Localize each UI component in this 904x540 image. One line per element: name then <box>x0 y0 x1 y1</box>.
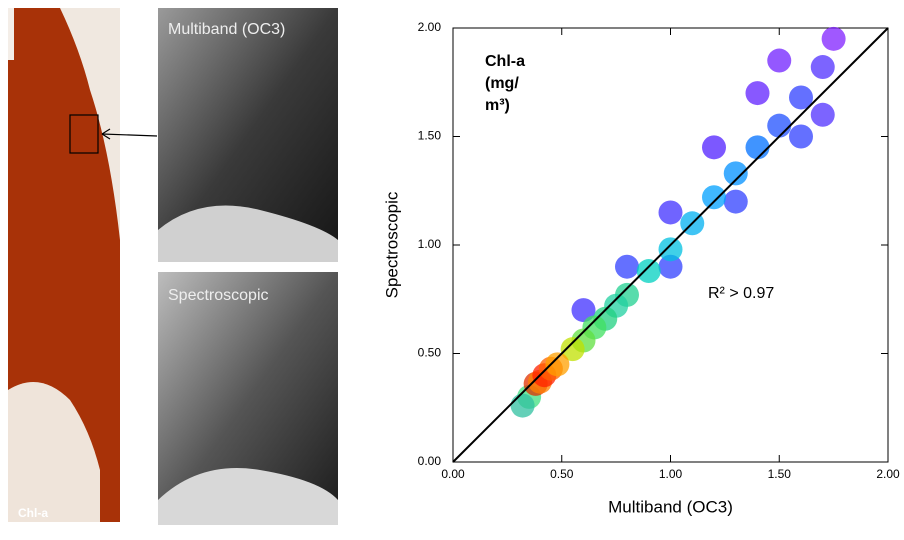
image-label: Multiband (OC3) <box>168 21 285 38</box>
r2-label: R² > 0.97 <box>708 285 774 302</box>
x-tick-label: 1.00 <box>659 467 683 481</box>
point <box>789 85 813 110</box>
y-tick-label: 0.50 <box>418 346 442 360</box>
image-label: Spectroscopic <box>168 287 269 304</box>
x-axis-label: Multiband (OC3) <box>608 497 733 516</box>
arrow <box>101 133 158 137</box>
y-tick-label: 1.00 <box>418 237 442 251</box>
map-image: Chl-a <box>8 8 120 522</box>
annotation: (mg/ <box>485 75 519 92</box>
point <box>560 337 585 362</box>
point <box>745 135 770 160</box>
point <box>767 48 792 73</box>
x-tick-label: 0.00 <box>441 467 465 481</box>
point <box>821 26 846 51</box>
point <box>745 81 770 106</box>
one-to-one-line <box>452 27 889 463</box>
x-tick-label: 1.50 <box>768 467 792 481</box>
point <box>636 259 661 284</box>
y-axis-label: Spectroscopic <box>382 191 401 298</box>
point <box>615 254 639 279</box>
point <box>702 185 726 210</box>
point <box>810 55 835 80</box>
point <box>658 237 683 262</box>
arrow-head <box>101 128 111 140</box>
annotation: m³) <box>485 97 510 114</box>
x-tick-label: 0.50 <box>550 467 574 481</box>
spectroscopic-image: Spectroscopic <box>158 272 338 525</box>
point <box>571 298 596 323</box>
y-tick-label: 0.00 <box>418 454 442 468</box>
point <box>723 161 748 186</box>
annotation: Chl-a <box>485 53 525 70</box>
point <box>789 124 813 149</box>
point <box>658 254 683 279</box>
y-tick-label: 2.00 <box>418 20 442 34</box>
y-tick-label: 1.50 <box>418 129 442 143</box>
image-label: Chl-a <box>18 506 48 520</box>
point <box>767 113 792 138</box>
point <box>545 352 570 377</box>
point <box>510 393 535 418</box>
x-tick-label: 2.00 <box>876 467 900 481</box>
point <box>658 200 683 225</box>
point <box>702 135 726 160</box>
multiband-image: Multiband (OC3) <box>158 8 338 262</box>
point <box>723 189 748 214</box>
point <box>810 102 835 127</box>
